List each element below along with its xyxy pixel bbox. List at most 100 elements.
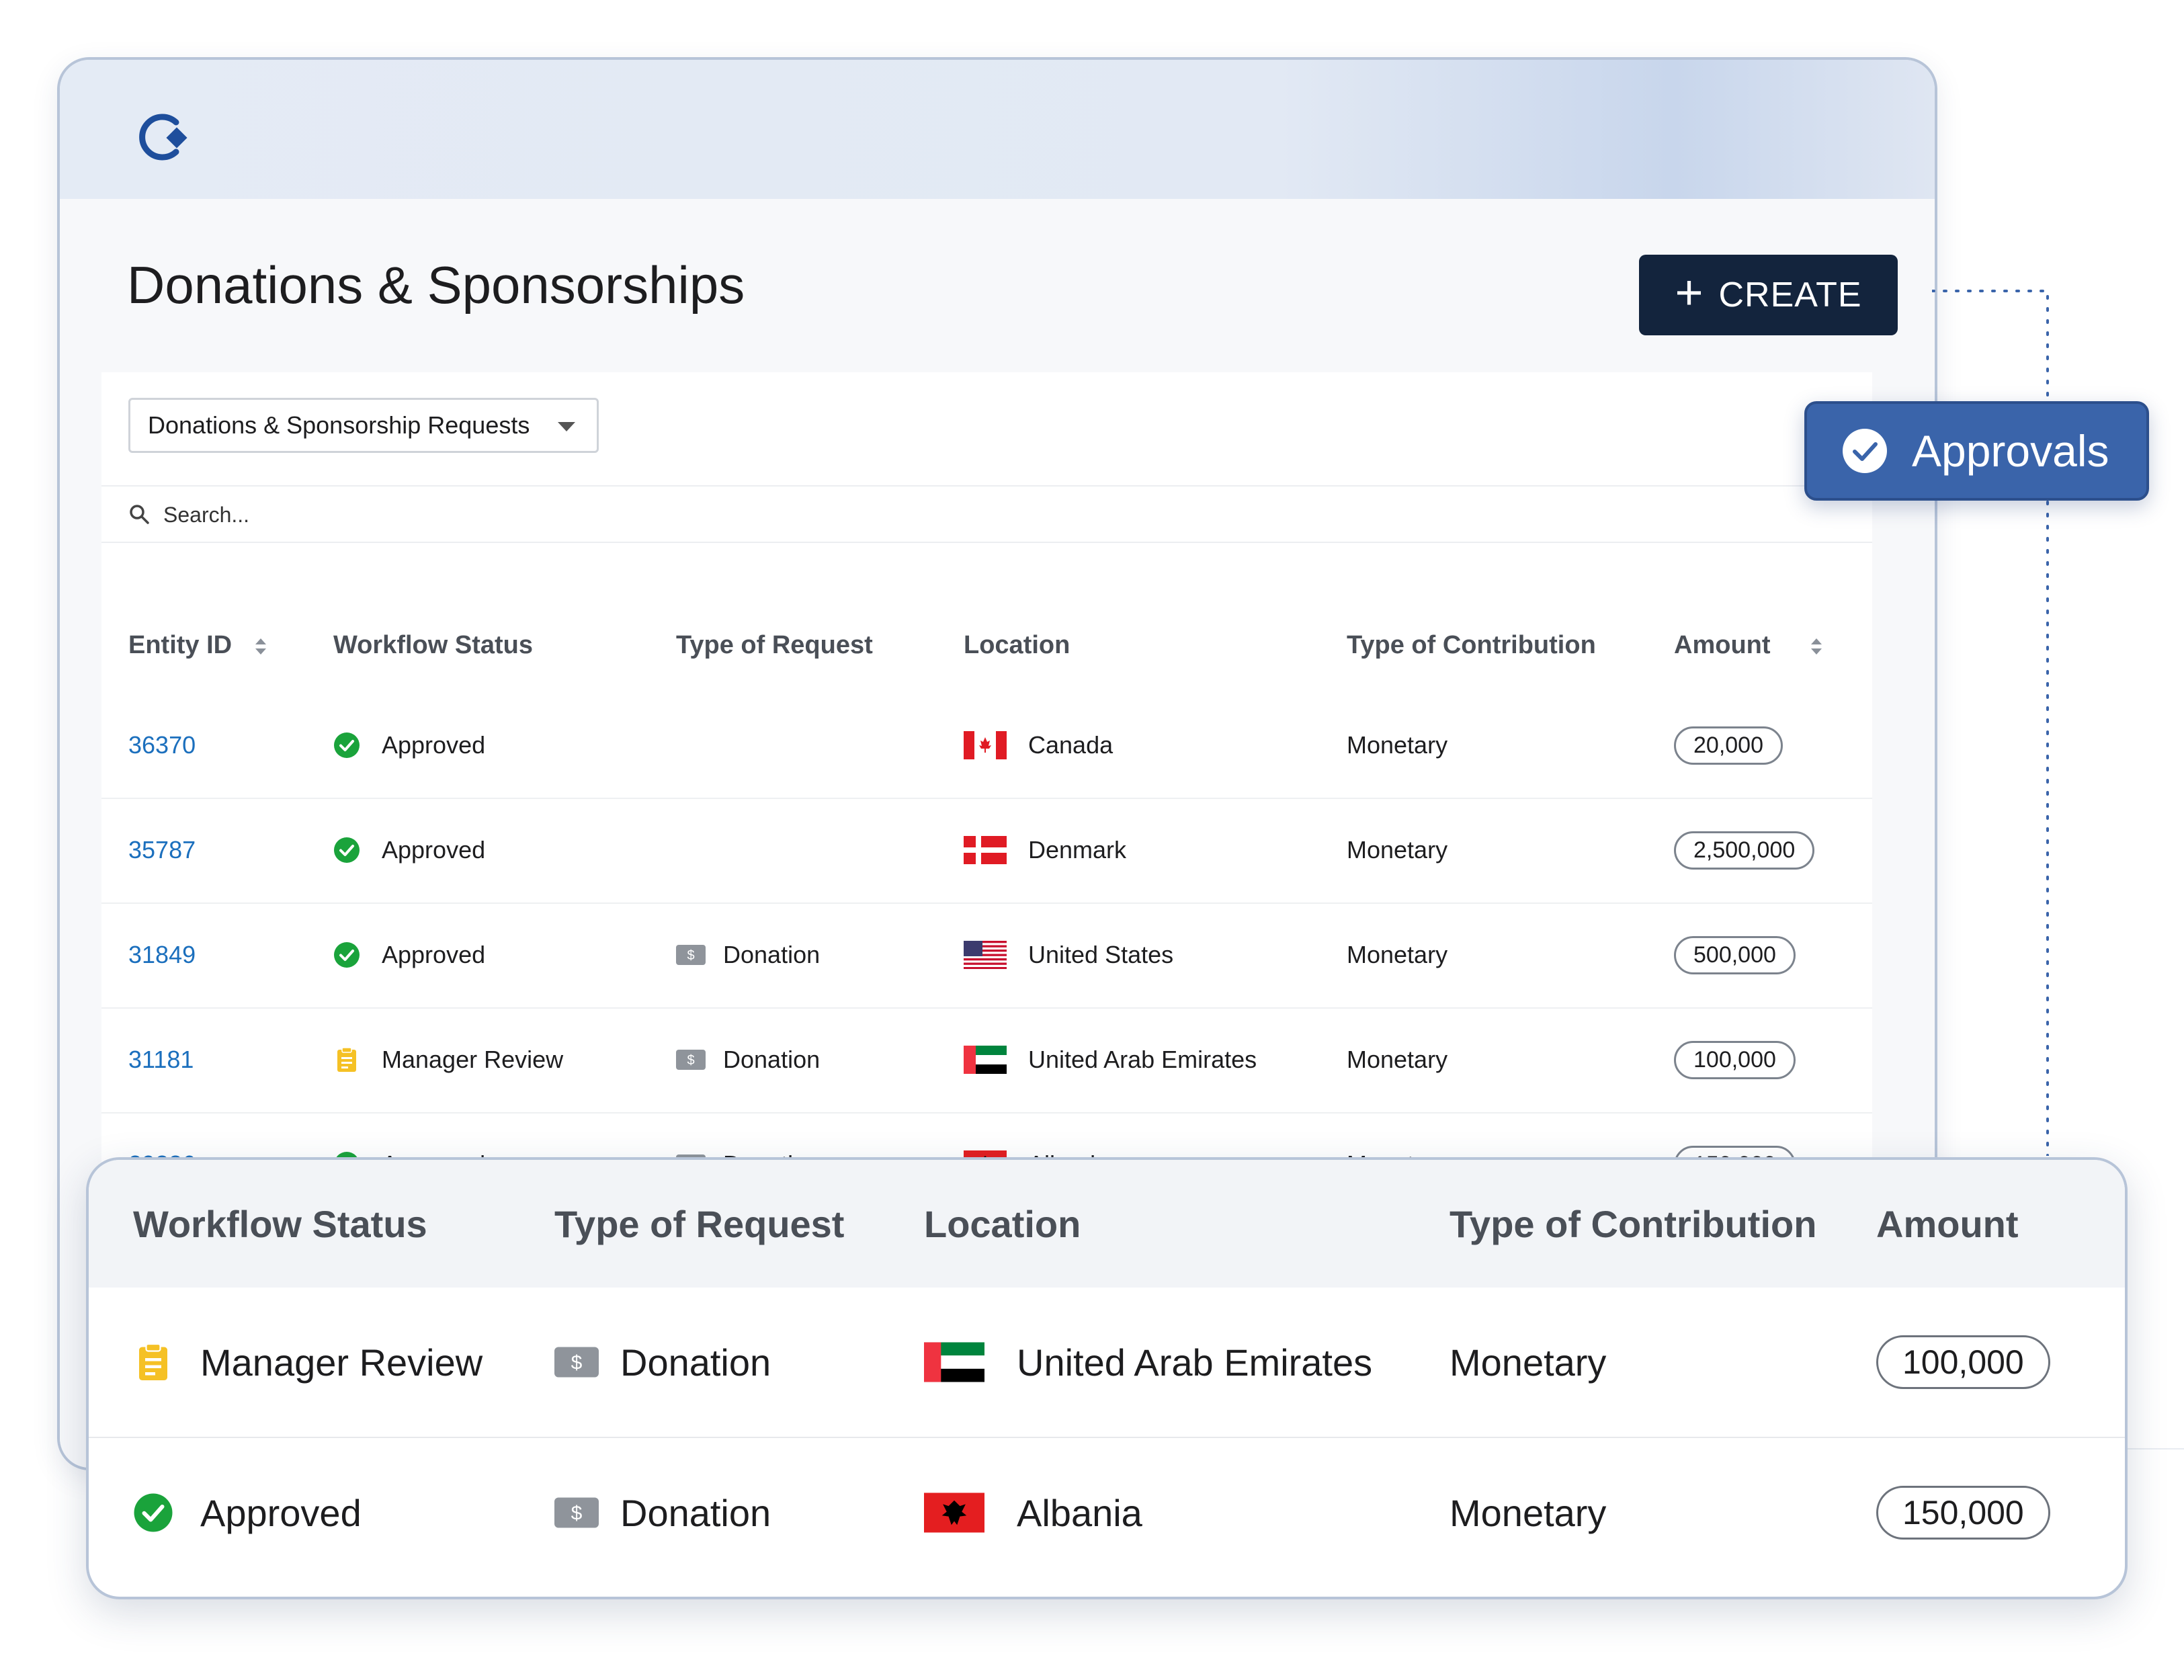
- clipboard-icon: [139, 1343, 167, 1380]
- sort-icon[interactable]: [1810, 637, 1823, 656]
- request-label: Donation: [620, 1341, 771, 1384]
- location-label: United Arab Emirates: [1017, 1341, 1373, 1384]
- location: Canada: [964, 693, 1113, 798]
- location: United Arab Emirates: [964, 1007, 1257, 1112]
- table-row[interactable]: Approved $ Donation Albania Monetary 150…: [89, 1437, 2125, 1587]
- table-row[interactable]: 36370 Approved Canada Monetary 20,000: [101, 693, 1872, 799]
- request-type-dropdown[interactable]: Donations & Sponsorship Requests: [128, 398, 599, 453]
- column-header-workflow-status: Workflow Status: [333, 631, 533, 659]
- create-button-label: CREATE: [1718, 276, 1862, 314]
- request-label: Donation: [723, 941, 821, 968]
- sort-icon[interactable]: [254, 637, 267, 656]
- check-circle-icon: [334, 732, 360, 758]
- amount-badge: 2,500,000: [1674, 831, 1815, 870]
- amount: 500,000: [1674, 902, 1796, 1007]
- workflow-status: Manager Review: [333, 1007, 563, 1112]
- column-header-type-of-contribution: Type of Contribution: [1450, 1202, 1817, 1245]
- logo-icon[interactable]: [134, 110, 195, 164]
- column-header-location: Location: [964, 631, 1070, 659]
- contribution-type: Monetary: [1347, 836, 1448, 864]
- plus-icon: +: [1675, 266, 1704, 320]
- search-input[interactable]: [162, 499, 769, 531]
- svg-text:$: $: [687, 1053, 694, 1068]
- entity-id-link[interactable]: 31181: [128, 1046, 194, 1073]
- flag-icon: [964, 941, 1007, 969]
- svg-text:$: $: [571, 1352, 583, 1374]
- column-header-amount[interactable]: Amount: [1674, 631, 1823, 660]
- column-header-location: Location: [924, 1202, 1081, 1245]
- entity-id-link[interactable]: 36370: [128, 731, 196, 759]
- amount: 100,000: [1674, 1007, 1796, 1112]
- dollar-icon: $: [676, 945, 706, 965]
- approvals-button[interactable]: Approvals: [1804, 401, 2149, 501]
- status-label: Approved: [382, 941, 486, 968]
- flag-icon: [964, 836, 1007, 864]
- request-type: $ Donation: [554, 1438, 771, 1587]
- dollar-icon: $: [676, 1050, 706, 1070]
- contribution-type: Monetary: [1347, 1046, 1448, 1073]
- table-row[interactable]: 31181 Manager Review $ Donation United A…: [101, 1007, 1872, 1114]
- location-label: United Arab Emirates: [1028, 1046, 1257, 1073]
- table-row[interactable]: 31849 Approved $ Donation United States …: [101, 902, 1872, 1009]
- status-label: Approved: [382, 731, 486, 759]
- contribution-type: Monetary: [1450, 1491, 1607, 1534]
- location-label: Denmark: [1028, 836, 1127, 864]
- workflow-status: Approved: [333, 798, 485, 902]
- dollar-icon: $: [554, 1347, 599, 1378]
- flag-icon: [924, 1342, 984, 1382]
- table-row[interactable]: 35787 Approved Denmark Monetary 2,500,00…: [101, 798, 1872, 904]
- contribution-type: Monetary: [1450, 1341, 1607, 1384]
- table-row[interactable]: Manager Review $ Donation United Arab Em…: [89, 1288, 2125, 1437]
- workflow-status: Manager Review: [133, 1288, 482, 1437]
- status-label: Approved: [200, 1491, 362, 1534]
- search-bar: [101, 485, 1872, 543]
- connector-line: [1932, 290, 2049, 1156]
- column-header-label: Amount: [1674, 631, 1771, 659]
- request-type: $ Donation: [676, 902, 820, 1007]
- chevron-down-icon: [558, 422, 575, 431]
- check-circle-icon: [334, 837, 360, 863]
- amount-badge: 100,000: [1674, 1040, 1796, 1079]
- page-title: Donations & Sponsorships: [127, 255, 745, 314]
- check-circle-icon: [134, 1493, 173, 1532]
- location-label: United States: [1028, 941, 1174, 968]
- svg-text:$: $: [571, 1503, 583, 1525]
- flag-icon: [964, 1046, 1007, 1074]
- column-header-type-of-request: Type of Request: [554, 1202, 845, 1245]
- dropdown-selected-value: Donations & Sponsorship Requests: [148, 411, 530, 439]
- amount-badge: 150,000: [1876, 1486, 2050, 1540]
- request-type: $ Donation: [676, 1007, 820, 1112]
- column-header-amount: Amount: [1876, 1202, 2019, 1245]
- location: Denmark: [964, 798, 1126, 902]
- location-label: Albania: [1017, 1491, 1142, 1534]
- column-header-label: Entity ID: [128, 631, 233, 659]
- amount: 150,000: [1876, 1438, 2050, 1587]
- column-header-workflow-status: Workflow Status: [133, 1202, 427, 1245]
- request-label: Donation: [723, 1046, 821, 1073]
- svg-text:$: $: [687, 948, 694, 963]
- request-label: Donation: [620, 1491, 771, 1534]
- workflow-status: Approved: [333, 902, 485, 1007]
- amount: 100,000: [1876, 1288, 2050, 1437]
- column-header-type-of-contribution: Type of Contribution: [1347, 631, 1596, 659]
- location-label: Canada: [1028, 731, 1114, 759]
- check-circle-icon: [1843, 429, 1887, 473]
- status-label: Manager Review: [200, 1341, 483, 1384]
- amount-badge: 100,000: [1876, 1335, 2050, 1389]
- column-header-entity-id[interactable]: Entity ID: [128, 631, 267, 660]
- clipboard-icon: [337, 1047, 356, 1072]
- search-icon: [130, 505, 149, 524]
- flag-icon: [924, 1493, 984, 1533]
- zoomed-detail-panel: Workflow Status Type of Request Location…: [86, 1157, 2128, 1599]
- dollar-icon: $: [554, 1497, 599, 1528]
- top-bar: [60, 60, 1935, 199]
- entity-id-link[interactable]: 31849: [128, 941, 196, 968]
- entity-id-link[interactable]: 35787: [128, 836, 196, 864]
- status-label: Approved: [382, 836, 486, 864]
- create-button[interactable]: + CREATE: [1639, 255, 1898, 335]
- location: United Arab Emirates: [924, 1288, 1372, 1437]
- location: United States: [964, 902, 1173, 1007]
- workflow-status: Approved: [133, 1438, 362, 1587]
- amount-badge: 20,000: [1674, 726, 1783, 765]
- workflow-status: Approved: [333, 693, 485, 798]
